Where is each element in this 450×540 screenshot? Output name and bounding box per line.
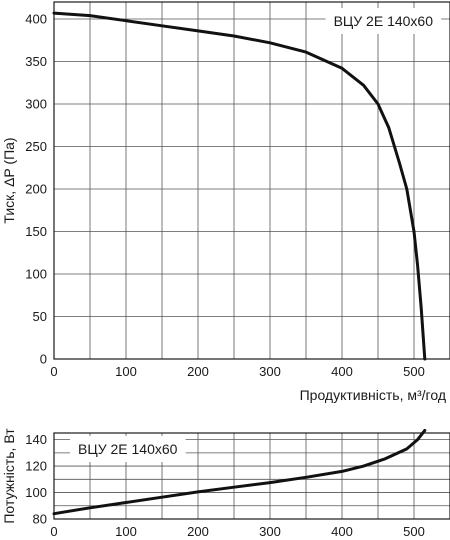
pressure-chart: 0 100 200 300 400 500 0 50 100 150 200 250 300 350 400… — [1, 1, 450, 403]
power-chart: 0 100 200 300 400 500 80 100 120 140 ВЦУ 2Е 140х60… — [1, 428, 450, 539]
pressure-x-tick-label: 100 — [115, 364, 137, 379]
power-series-label-bg — [70, 436, 186, 462]
power-y-tick-label: 80 — [33, 512, 47, 527]
pressure-y-tick-label: 50 — [33, 309, 47, 324]
pressure-x-axis-title: Продуктивність, м³/год — [300, 387, 446, 403]
power-y-tick-label: 140 — [25, 432, 47, 447]
pressure-y-tick-label: 100 — [25, 267, 47, 282]
pressure-curve — [52, 11, 427, 361]
power-x-tick-label: 200 — [187, 524, 209, 539]
pressure-y-tick-label: 400 — [25, 12, 47, 27]
power-x-tick-label: 500 — [403, 524, 425, 539]
pressure-x-tick-label: 500 — [403, 364, 425, 379]
power-y-tick-label: 100 — [25, 485, 47, 500]
power-x-tick-label: 100 — [115, 524, 137, 539]
power-y-axis-title: Потужність, Вт — [1, 428, 17, 524]
pressure-series-label: ВЦУ 2Е 140х60 — [334, 13, 434, 29]
pressure-x-tick-label: 400 — [331, 364, 353, 379]
pressure-y-tick-label: 350 — [25, 54, 47, 69]
pressure-plot-frame — [53, 1, 450, 360]
pressure-y-tick-label: 150 — [25, 224, 47, 239]
power-x-tick-label: 400 — [331, 524, 353, 539]
power-x-tick-label: 0 — [50, 524, 57, 539]
power-y-tick-label: 120 — [25, 459, 47, 474]
pressure-y-tick-label: 200 — [25, 182, 47, 197]
power-plot-frame — [53, 432, 450, 520]
pressure-y-tick-label: 0 — [40, 352, 47, 367]
pressure-y-tick-label: 250 — [25, 139, 47, 154]
pressure-series-label-bg — [325, 8, 442, 34]
pressure-x-tick-label: 300 — [259, 364, 281, 379]
pressure-x-tick-label: 0 — [50, 364, 57, 379]
power-curve — [52, 428, 427, 516]
pressure-y-tick-label: 300 — [25, 97, 47, 112]
power-series-label: ВЦУ 2Е 140х60 — [78, 441, 178, 457]
power-x-tick-label: 300 — [259, 524, 281, 539]
pressure-y-axis-title: Тиск, ΔP (Па) — [1, 137, 17, 223]
pressure-x-tick-label: 200 — [187, 364, 209, 379]
